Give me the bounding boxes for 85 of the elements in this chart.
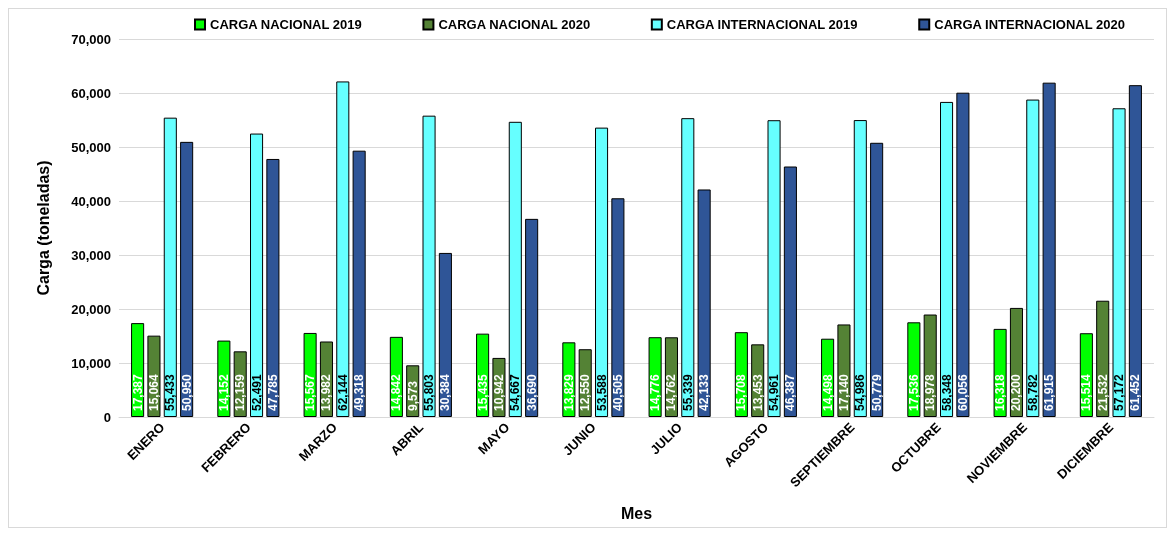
data-label: 50,779 [869,373,884,411]
data-label: 14,776 [648,373,663,411]
y-tick-label: 20,000 [71,301,111,317]
data-label: 58,782 [1025,373,1040,411]
bar [250,133,264,417]
legend-label: CARGA NACIONAL 2019 [210,17,362,32]
data-label: 15,064 [146,373,161,411]
data-label: 61,915 [1042,373,1057,411]
bar [870,142,884,417]
bar [1042,82,1056,417]
data-label: 54,961 [767,373,782,411]
bar [767,120,781,417]
y-tick-label: 0 [103,409,111,425]
data-label: 60,056 [955,373,970,411]
bar [336,81,350,417]
data-label: 15,435 [475,373,490,411]
x-axis-title: Mes [620,504,653,522]
data-label: 15,708 [734,373,749,411]
bar [266,158,280,417]
y-tick-label: 60,000 [71,85,111,101]
data-label: 21,532 [1095,373,1110,411]
data-label: 17,536 [906,373,921,411]
bar [837,324,851,417]
y-tick-label: 30,000 [71,247,111,263]
data-label: 9,573 [405,380,420,411]
data-label: 50,950 [179,373,194,411]
data-label: 12,159 [233,373,248,411]
bar [1026,99,1040,417]
data-label: 61,452 [1128,373,1143,411]
data-label: 14,762 [664,373,679,411]
bar [853,120,867,417]
data-label: 15,514 [1079,373,1094,411]
bar [163,117,177,417]
data-label: 42,133 [697,373,712,411]
data-label: 54,667 [508,373,523,411]
bar [180,141,194,417]
y-tick-label: 40,000 [71,193,111,209]
bar [956,92,970,417]
data-label: 30,384 [438,373,453,411]
data-label: 17,140 [836,373,851,411]
data-label: 15,567 [303,373,318,411]
data-label: 52,491 [249,373,264,411]
data-label: 55,433 [163,373,178,411]
y-tick-label: 50,000 [71,139,111,155]
data-label: 46,387 [783,373,798,411]
data-label: 13,982 [319,373,334,411]
data-label: 62,144 [335,373,350,411]
legend-label: CARGA NACIONAL 2020 [438,17,591,32]
legend-label: CARGA INTERNACIONAL 2019 [666,17,858,32]
bar [681,118,695,417]
data-label: 18,978 [923,373,938,411]
bar [352,150,366,417]
bar [697,189,711,417]
bar [940,101,954,417]
data-label: 55,339 [680,373,695,411]
data-label: 55,803 [422,373,437,411]
data-label: 17,387 [130,373,145,411]
data-label: 57,172 [1112,373,1127,411]
bar [595,127,609,417]
y-axis-title: Carga (toneladas) [34,160,52,296]
y-tick-label: 10,000 [71,355,111,371]
data-label: 16,318 [993,373,1008,411]
bar [422,115,436,417]
bar [783,166,797,417]
y-tick-label: 70,000 [71,31,111,47]
bar [508,121,522,417]
data-label: 14,498 [820,373,835,411]
bar [1112,108,1126,417]
data-label: 13,829 [561,373,576,411]
data-label: 14,842 [389,373,404,411]
data-label: 58,348 [939,373,954,411]
data-label: 20,200 [1009,373,1024,411]
legend-label: CARGA INTERNACIONAL 2020 [934,17,1125,32]
bar [611,198,625,417]
data-label: 47,785 [265,373,280,411]
data-label: 36,690 [524,373,539,411]
data-label: 40,505 [610,373,625,411]
data-label: 13,453 [750,373,765,411]
data-label: 14,152 [216,373,231,411]
data-label: 53,588 [594,373,609,411]
bar [1128,85,1142,417]
data-label: 12,550 [578,373,593,411]
data-label: 49,318 [352,373,367,411]
data-label: 54,986 [853,373,868,411]
data-label: 10,942 [491,373,506,411]
